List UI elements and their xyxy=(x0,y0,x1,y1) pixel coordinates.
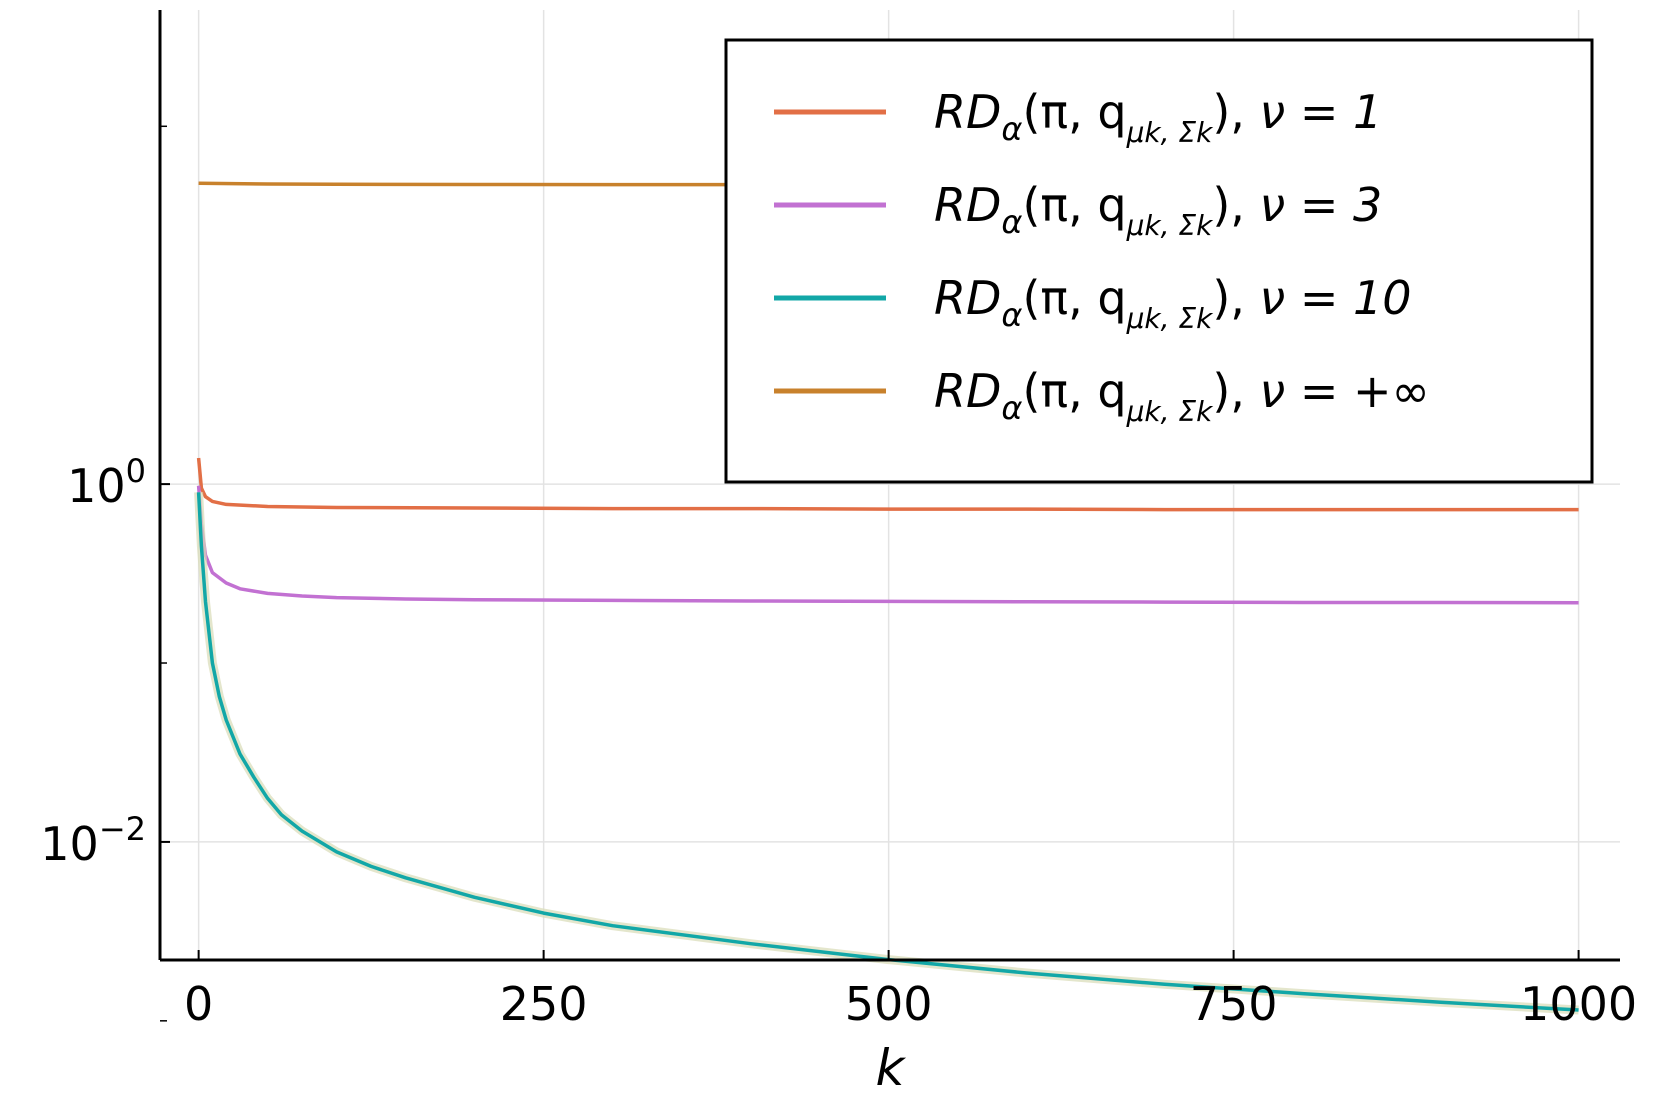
axes xyxy=(158,10,1620,1022)
legend-entry-1: RDα(π, qμk, Σk), ν = 1 xyxy=(934,85,1382,149)
y-tick-label: 10−2 xyxy=(40,810,146,871)
legend-entry-4: RDα(π, qμk, Σk), ν = +∞ xyxy=(934,364,1430,428)
legend-entry-3: RDα(π, qμk, Σk), ν = 10 xyxy=(934,271,1412,335)
legend-entry-2: RDα(π, qμk, Σk), ν = 3 xyxy=(934,178,1382,242)
x-tick-label: 1000 xyxy=(1520,977,1637,1031)
series-line-2 xyxy=(196,485,1579,605)
x-axis-title: k xyxy=(876,1039,907,1097)
x-tick-label: 750 xyxy=(1190,977,1278,1031)
tick-labels: 0 250 500 750 1000 100 10−2 xyxy=(40,452,1637,1031)
x-tick-label: 0 xyxy=(184,977,213,1031)
legend: RDα(π, qμk, Σk), ν = 1 RDα(π, qμk, Σk), ν… xyxy=(724,38,1594,484)
x-tick-label: 500 xyxy=(845,977,933,1031)
series-line-1 xyxy=(196,457,1579,512)
series-line-3 xyxy=(196,492,1579,1012)
y-tick-label: 100 xyxy=(67,452,146,513)
x-tick-label: 250 xyxy=(500,977,588,1031)
